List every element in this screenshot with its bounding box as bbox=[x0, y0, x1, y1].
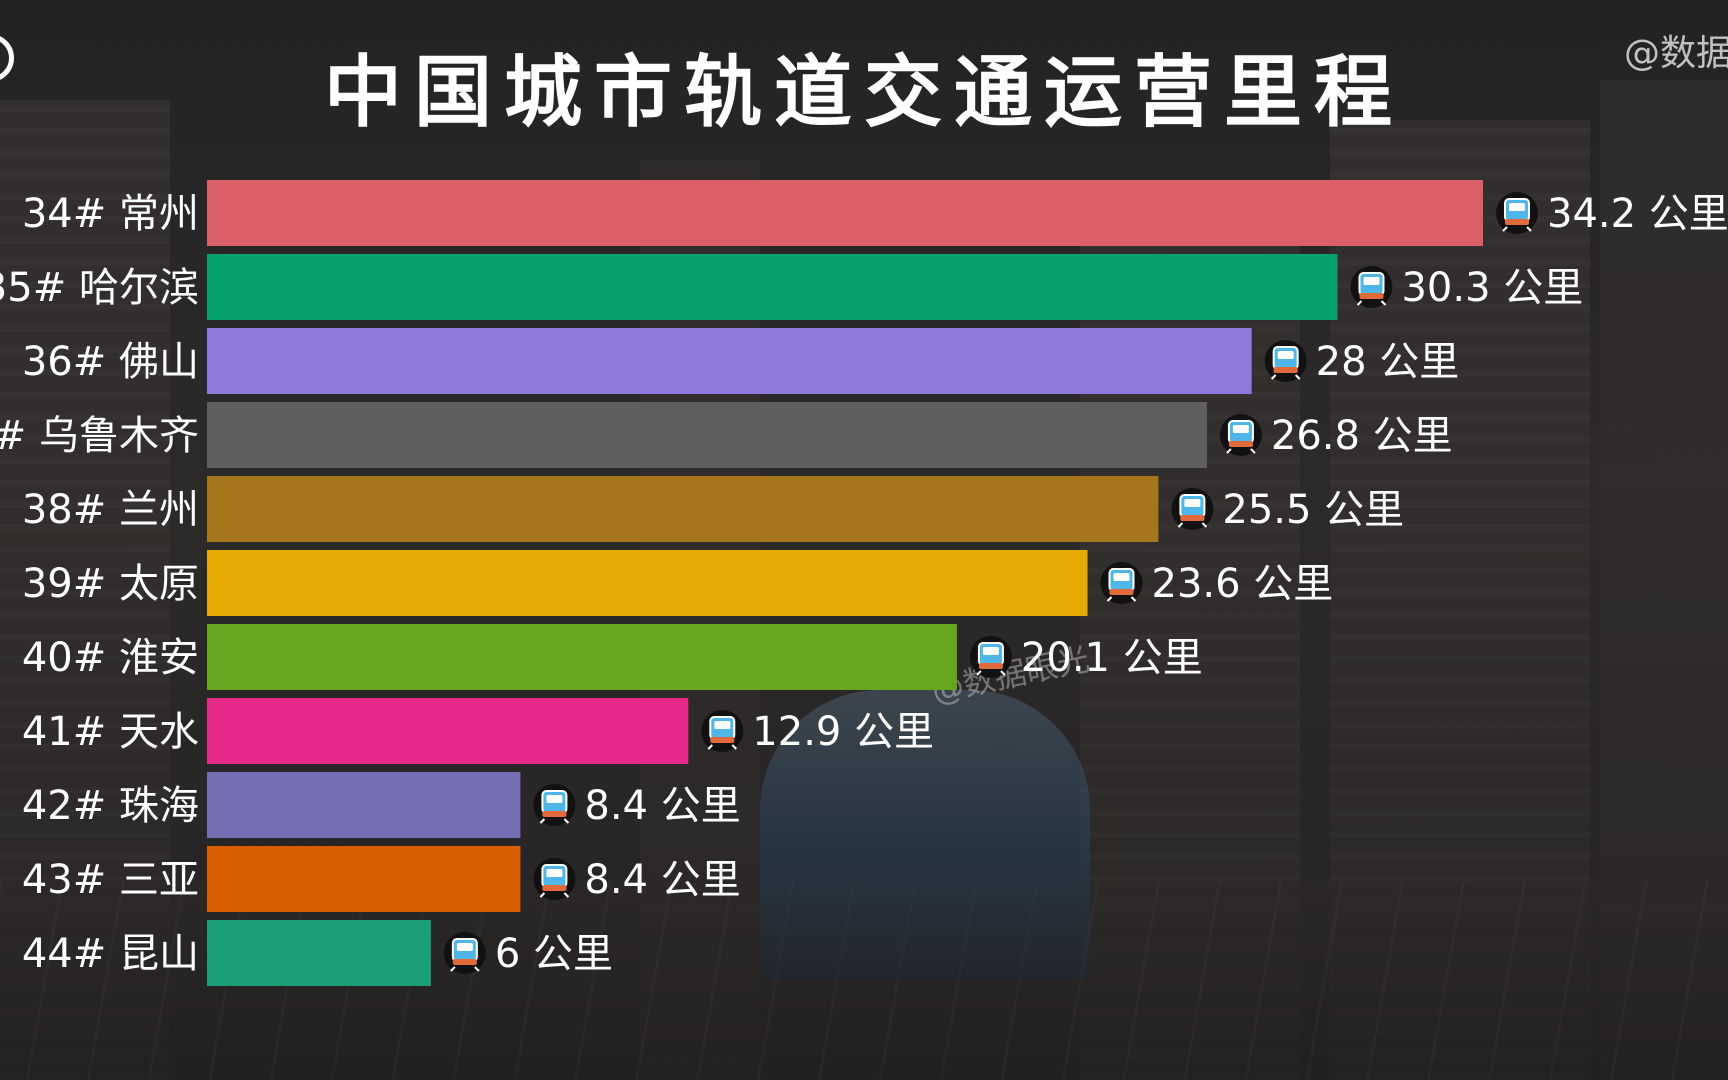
category-label: 37# 乌鲁木齐 bbox=[0, 413, 199, 459]
bar bbox=[207, 846, 521, 912]
value-label: 23.6 公里 bbox=[1152, 561, 1334, 607]
bar bbox=[207, 920, 431, 986]
bar bbox=[207, 698, 689, 764]
category-label: 42# 珠海 bbox=[22, 783, 199, 829]
metro-train-icon bbox=[1170, 487, 1215, 531]
metro-train-icon bbox=[1349, 265, 1394, 309]
value-label: 20.1 公里 bbox=[1021, 635, 1203, 681]
value-label: 6 公里 bbox=[495, 931, 613, 977]
bar bbox=[207, 180, 1483, 246]
category-label: 43# 三亚 bbox=[22, 857, 199, 903]
bar bbox=[207, 254, 1338, 320]
watermark: @数据眼 bbox=[1623, 33, 1728, 74]
metro-train-icon bbox=[1218, 413, 1263, 457]
metro-train-icon bbox=[532, 857, 577, 901]
value-label: 26.8 公里 bbox=[1271, 413, 1453, 459]
bar bbox=[207, 476, 1159, 542]
category-label: 39# 太原 bbox=[22, 561, 199, 607]
value-label: 28 公里 bbox=[1316, 339, 1460, 385]
category-label: 34# 常州 bbox=[22, 191, 199, 237]
category-label: 38# 兰州 bbox=[22, 487, 199, 533]
category-label: 44# 昆山 bbox=[22, 931, 199, 977]
category-label: 35# 哈尔滨 bbox=[0, 265, 199, 311]
metro-train-icon bbox=[1099, 561, 1144, 605]
category-label: 41# 天水 bbox=[22, 709, 199, 755]
metro-train-icon bbox=[700, 709, 745, 753]
bar bbox=[207, 328, 1252, 394]
value-label: 12.9 公里 bbox=[752, 709, 934, 755]
bar bbox=[207, 624, 957, 690]
metro-train-icon bbox=[442, 931, 487, 975]
bar bbox=[207, 402, 1207, 468]
value-label: 30.3 公里 bbox=[1401, 265, 1583, 311]
metro-train-icon bbox=[1495, 191, 1539, 235]
value-label: 8.4 公里 bbox=[584, 857, 740, 903]
bar bbox=[207, 550, 1088, 616]
category-label: 40# 淮安 bbox=[22, 635, 199, 681]
metro-train-icon bbox=[532, 783, 577, 827]
value-label: 8.4 公里 bbox=[584, 783, 740, 829]
background-train bbox=[760, 690, 1090, 980]
bar bbox=[207, 772, 521, 838]
chart-title: 中国城市轨道交通运营里程 bbox=[323, 48, 1404, 138]
metro-train-icon bbox=[1263, 339, 1308, 383]
category-label: 36# 佛山 bbox=[22, 339, 199, 385]
value-label: 25.5 公里 bbox=[1222, 487, 1404, 533]
metro-train-icon bbox=[968, 635, 1013, 679]
value-label: 34.2 公里 bbox=[1547, 191, 1728, 237]
